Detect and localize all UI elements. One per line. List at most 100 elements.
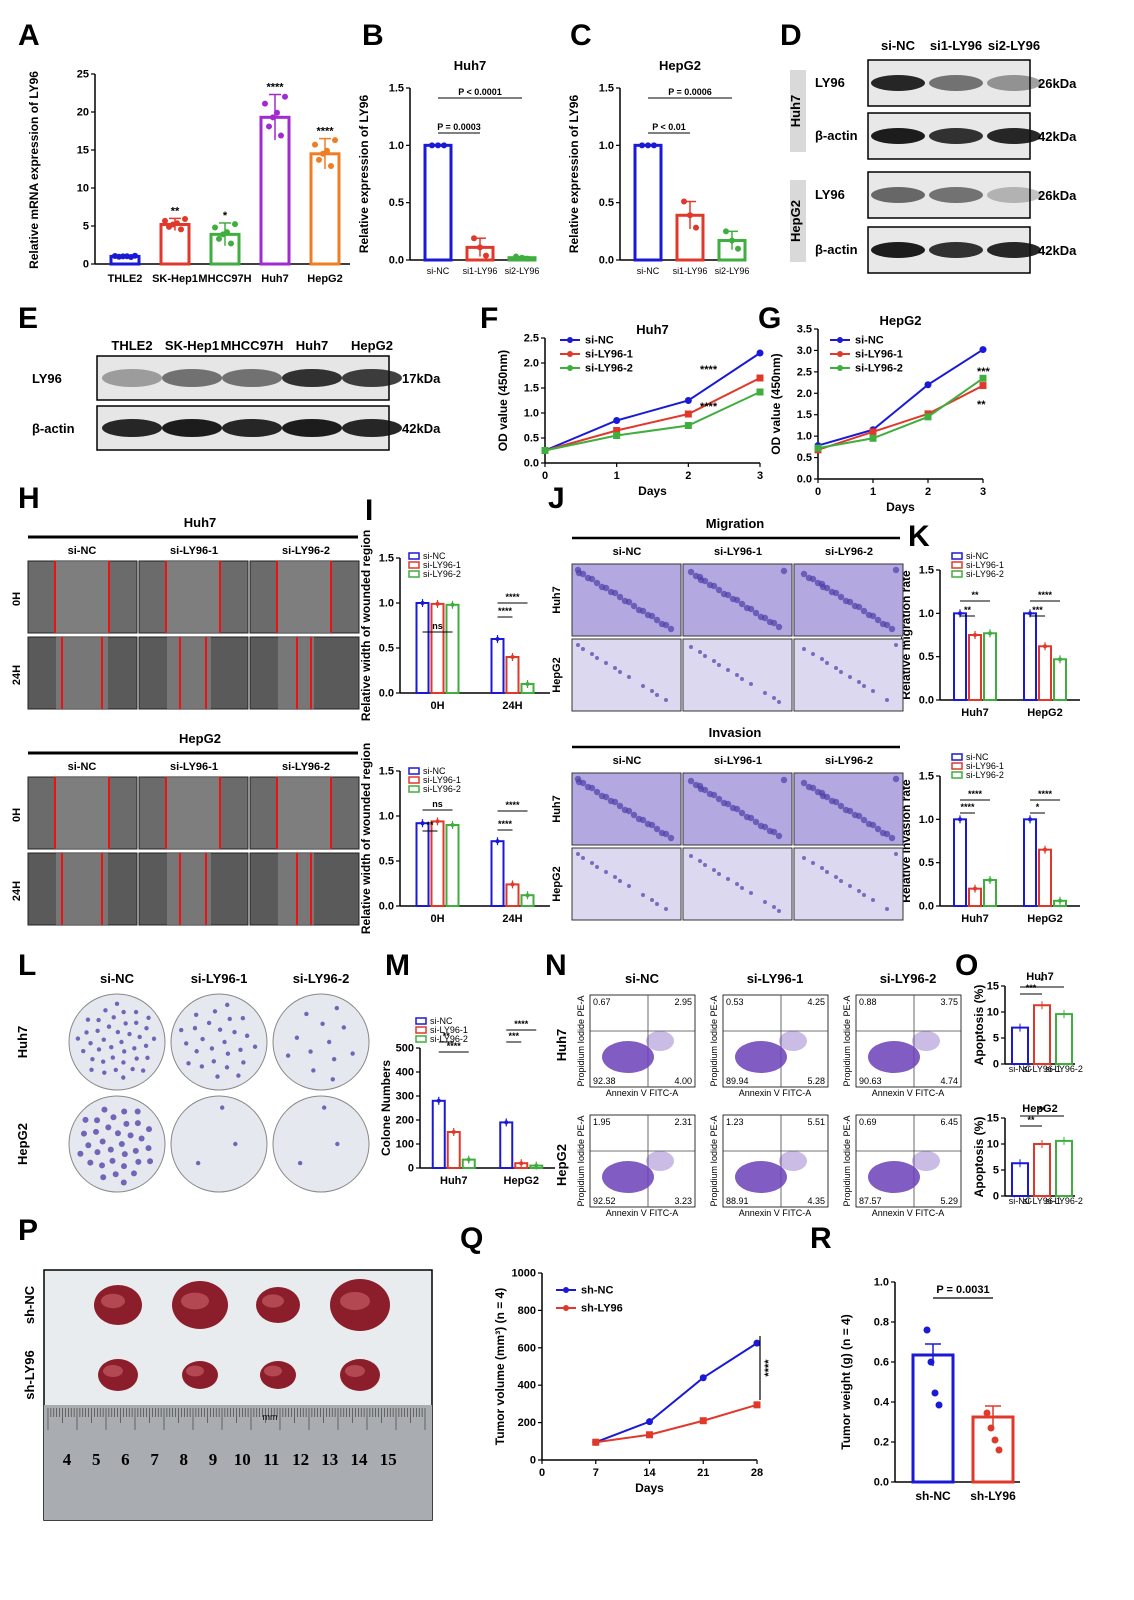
transwell-migration-col-label: si-LY96-1: [714, 546, 762, 558]
chart-a: 0 5 10 15 20 25 Relative mRNA expression of LY…: [27, 69, 350, 285]
chart-f-y-tick-label: 0.5: [524, 433, 539, 445]
wound-huh7-title: Huh7: [184, 515, 217, 530]
chart-b-dot: [477, 244, 483, 251]
ruler-number: 9: [209, 1450, 218, 1469]
chart-f-point: [613, 427, 621, 434]
transwell-invasion-cell: [848, 884, 852, 888]
transwell-migration-cell: [655, 693, 659, 697]
chart-i1-y-tick-label: 0.5: [379, 643, 394, 655]
transwell-migration-cell: [575, 569, 583, 577]
chart-g-legend-marker: [837, 337, 843, 343]
transwell-invasion-cell: [706, 790, 714, 798]
flow-population-tail: [779, 1151, 807, 1171]
chart-b-y-tick-label: 1.5: [389, 83, 404, 95]
blot-d-size-label: 26kDa: [1038, 76, 1077, 91]
colony-spot: [233, 1141, 238, 1147]
colony-col-label: si-NC: [100, 971, 135, 986]
colony-spot: [144, 1026, 149, 1031]
transwell-migration-cell: [653, 616, 661, 624]
chart-m-dot: [534, 1163, 539, 1168]
blot-e-lane-label: MHCC97H: [221, 338, 284, 353]
transwell-invasion-cell: [697, 785, 705, 793]
chart-o2-x-tick-label: si-NC: [1009, 1196, 1032, 1206]
colony-spot: [96, 1017, 101, 1023]
chart-a-x-tick-label: THLE2: [108, 273, 143, 285]
colony-spot: [238, 1047, 243, 1053]
chart-g-series-line: [817, 348, 984, 447]
colony-spot: [127, 1031, 132, 1037]
colony-spot: [109, 1157, 116, 1164]
flow-quadrant-lr: 3.23: [674, 1196, 692, 1206]
colony-spot: [341, 1025, 347, 1030]
chart-i1-bar: [445, 603, 460, 694]
chart-c-x-tick-label: si1-LY96: [673, 266, 708, 276]
chart-g-y-tick-label: 2.0: [797, 388, 812, 400]
blot-e-band: [342, 419, 402, 437]
wound-hepg2-col-label: si-LY96-1: [170, 761, 218, 773]
transwell-invasion-cell: [703, 863, 707, 867]
chart-g-legend-label: si-NC: [855, 335, 884, 347]
colony-spot: [179, 1027, 184, 1033]
wound-hepg2-row-label: 24H: [11, 881, 23, 901]
transwell-migration-cell: [839, 670, 843, 674]
flow-population-tail: [646, 1151, 674, 1171]
transwell-invasion-col-label: si-LY96-1: [714, 755, 762, 767]
chart-a-dot: [274, 109, 280, 116]
blot-e-lane-label: Huh7: [296, 338, 329, 353]
blot-d-band-label: LY96: [815, 187, 845, 202]
colony-spot: [186, 1061, 191, 1066]
blot-d-band: [987, 187, 1041, 203]
chart-k2-comparison-sig: ****: [1038, 789, 1053, 799]
colony-spot: [100, 1174, 107, 1181]
chart-a-dot: [312, 141, 318, 148]
colony-spot: [212, 1009, 218, 1014]
chart-k2-bar: [1038, 848, 1052, 908]
ruler-number: 6: [121, 1450, 130, 1469]
blot-e-band-label: LY96: [32, 371, 62, 386]
ruler-number: 15: [380, 1450, 397, 1469]
chart-k1-comparison-sig: ****: [1038, 590, 1053, 600]
flow-quadrant-ur: 4.25: [807, 997, 825, 1007]
blot-d-band: [987, 242, 1041, 258]
colony-dish: [272, 1095, 370, 1193]
chart-b-x-tick-label: si2-LY96: [505, 266, 540, 276]
chart-b-y-tick-label: 1.0: [389, 140, 404, 152]
chart-a-dot: [282, 93, 288, 100]
flow-row-label: Huh7: [554, 1029, 569, 1062]
chart-b-p1-sig: P = 0.0003: [437, 122, 481, 132]
flow-quadrant-ur: 6.45: [940, 1117, 958, 1127]
chart-k1-y-tick-label: 1.0: [919, 608, 934, 620]
chart-r-x-tick-label: sh-NC: [915, 1489, 951, 1503]
colony-spot: [89, 1067, 94, 1072]
blot-e-band: [162, 419, 222, 437]
chart-a-dot: [182, 216, 188, 223]
chart-a-dot: [266, 123, 272, 130]
chart-b-x-tick-label: si-NC: [427, 266, 450, 276]
transwell-migration-cell: [616, 593, 624, 601]
chart-i2-x-tick-label: 0H: [430, 913, 444, 925]
chart-m-y-tick-label: 100: [396, 1139, 414, 1151]
transwell-invasion-cell: [576, 852, 580, 856]
chart-b-x-tick-label: si1-LY96: [463, 266, 498, 276]
transwell-invasion-cell: [772, 905, 776, 909]
chart-i1-y-tick-label: 0.0: [379, 688, 394, 700]
colony-spot: [132, 1147, 139, 1154]
chart-k2-legend-label: si-LY96-1: [966, 761, 1004, 771]
transwell-migration-cell: [630, 602, 638, 610]
chart-i2-ylabel: Relative width of wounded region: [359, 743, 373, 934]
colony-spot: [244, 1033, 250, 1038]
colony-dish: [272, 993, 370, 1091]
chart-o2-bar: [1055, 1139, 1073, 1198]
chart-c-p1-sig: P < 0.01: [652, 122, 686, 132]
chart-f-legend-label: si-NC: [585, 335, 614, 347]
chart-o1-bar: [1055, 1013, 1073, 1066]
chart-m-ylabel: Colone Numbers: [379, 1060, 393, 1156]
chart-f-series-line: [544, 352, 761, 452]
transwell-invasion-col-label: si-NC: [613, 755, 642, 767]
chart-r-y-tick-label: 0.2: [874, 1437, 889, 1449]
chart-m-bar: [431, 1099, 446, 1170]
transwell-invasion-cell: [802, 856, 806, 860]
blot-d-band: [987, 75, 1041, 91]
colony-dish: [68, 1095, 166, 1193]
transwell-migration-cell: [894, 643, 898, 647]
